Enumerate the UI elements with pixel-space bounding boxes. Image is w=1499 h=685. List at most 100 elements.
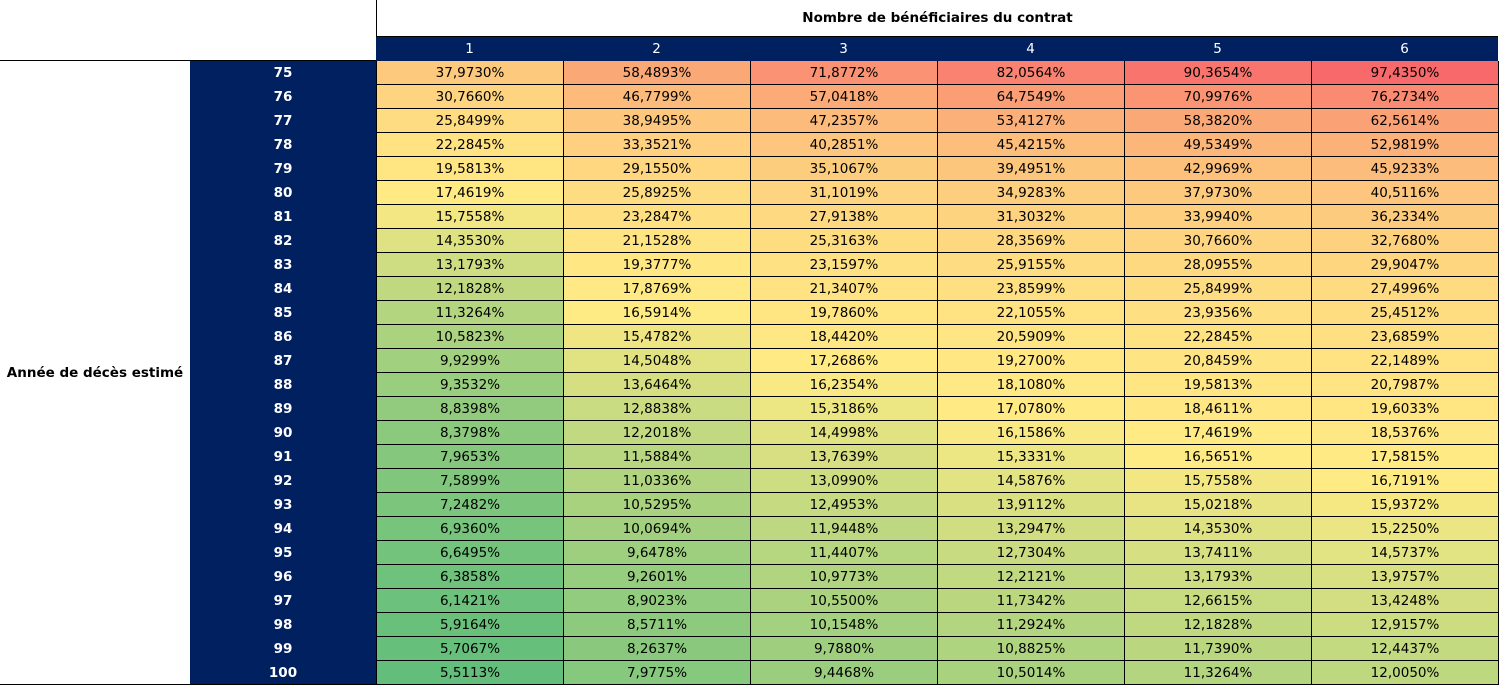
- table-cell[interactable]: 13,9112%: [937, 493, 1124, 517]
- table-cell[interactable]: 20,7987%: [1311, 373, 1498, 397]
- row-header[interactable]: 80: [273, 185, 293, 201]
- table-cell[interactable]: 19,6033%: [1311, 397, 1498, 421]
- table-cell[interactable]: 14,3530%: [1124, 517, 1311, 541]
- table-cell[interactable]: 16,5914%: [563, 301, 750, 325]
- table-cell[interactable]: 8,9023%: [563, 589, 750, 613]
- table-cell[interactable]: 14,5737%: [1311, 541, 1498, 565]
- table-cell[interactable]: 25,8499%: [376, 109, 563, 133]
- table-cell[interactable]: 6,6495%: [376, 541, 563, 565]
- table-cell[interactable]: 12,8838%: [563, 397, 750, 421]
- table-cell[interactable]: 12,7304%: [937, 541, 1124, 565]
- table-cell[interactable]: 47,2357%: [750, 109, 937, 133]
- table-cell[interactable]: 8,5711%: [563, 613, 750, 637]
- table-cell[interactable]: 46,7799%: [563, 85, 750, 109]
- table-cell[interactable]: 33,3521%: [563, 133, 750, 157]
- table-cell[interactable]: 12,4437%: [1311, 637, 1498, 661]
- table-cell[interactable]: 18,4611%: [1124, 397, 1311, 421]
- table-cell[interactable]: 13,7639%: [750, 445, 937, 469]
- table-cell[interactable]: 57,0418%: [750, 85, 937, 109]
- table-cell[interactable]: 35,1067%: [750, 157, 937, 181]
- table-cell[interactable]: 76,2734%: [1311, 85, 1498, 109]
- table-cell[interactable]: 15,7558%: [1124, 469, 1311, 493]
- row-header[interactable]: 88: [273, 377, 293, 393]
- row-header[interactable]: 99: [273, 641, 293, 657]
- table-cell[interactable]: 11,7390%: [1124, 637, 1311, 661]
- table-cell[interactable]: 36,2334%: [1311, 205, 1498, 229]
- table-cell[interactable]: 10,9773%: [750, 565, 937, 589]
- table-cell[interactable]: 97,4350%: [1311, 61, 1498, 85]
- table-cell[interactable]: 6,1421%: [376, 589, 563, 613]
- table-cell[interactable]: 18,5376%: [1311, 421, 1498, 445]
- table-cell[interactable]: 7,2482%: [376, 493, 563, 517]
- table-cell[interactable]: 38,9495%: [563, 109, 750, 133]
- table-cell[interactable]: 58,4893%: [563, 61, 750, 85]
- row-header[interactable]: 87: [273, 353, 293, 369]
- table-cell[interactable]: 15,3186%: [750, 397, 937, 421]
- table-cell[interactable]: 12,2121%: [937, 565, 1124, 589]
- table-cell[interactable]: 19,2700%: [937, 349, 1124, 373]
- table-cell[interactable]: 7,9653%: [376, 445, 563, 469]
- table-cell[interactable]: 11,7342%: [937, 589, 1124, 613]
- table-cell[interactable]: 9,7880%: [750, 637, 937, 661]
- row-header[interactable]: 95: [273, 545, 293, 561]
- row-header[interactable]: 81: [273, 209, 293, 225]
- row-header[interactable]: 89: [273, 401, 293, 417]
- table-cell[interactable]: 14,5048%: [563, 349, 750, 373]
- table-cell[interactable]: 28,0955%: [1124, 253, 1311, 277]
- table-cell[interactable]: 45,4215%: [937, 133, 1124, 157]
- table-cell[interactable]: 16,7191%: [1311, 469, 1498, 493]
- table-cell[interactable]: 23,1597%: [750, 253, 937, 277]
- table-cell[interactable]: 25,9155%: [937, 253, 1124, 277]
- table-cell[interactable]: 29,1550%: [563, 157, 750, 181]
- table-cell[interactable]: 13,0990%: [750, 469, 937, 493]
- row-header[interactable]: 76: [273, 89, 293, 105]
- table-cell[interactable]: 32,7680%: [1311, 229, 1498, 253]
- table-cell[interactable]: 13,1793%: [1124, 565, 1311, 589]
- table-cell[interactable]: 17,8769%: [563, 277, 750, 301]
- table-cell[interactable]: 12,6615%: [1124, 589, 1311, 613]
- table-cell[interactable]: 64,7549%: [937, 85, 1124, 109]
- table-cell[interactable]: 12,4953%: [750, 493, 937, 517]
- table-cell[interactable]: 30,7660%: [1124, 229, 1311, 253]
- table-cell[interactable]: 45,9233%: [1311, 157, 1498, 181]
- table-cell[interactable]: 16,2354%: [750, 373, 937, 397]
- table-cell[interactable]: 9,9299%: [376, 349, 563, 373]
- table-cell[interactable]: 25,8499%: [1124, 277, 1311, 301]
- table-cell[interactable]: 30,7660%: [376, 85, 563, 109]
- column-header[interactable]: 2: [652, 41, 661, 57]
- table-cell[interactable]: 10,5014%: [937, 661, 1124, 685]
- table-cell[interactable]: 11,4407%: [750, 541, 937, 565]
- column-header[interactable]: 1: [465, 41, 474, 57]
- table-cell[interactable]: 52,9819%: [1311, 133, 1498, 157]
- row-header[interactable]: 98: [273, 617, 293, 633]
- table-cell[interactable]: 9,3532%: [376, 373, 563, 397]
- table-cell[interactable]: 39,4951%: [937, 157, 1124, 181]
- table-cell[interactable]: 31,3032%: [937, 205, 1124, 229]
- table-cell[interactable]: 12,2018%: [563, 421, 750, 445]
- table-cell[interactable]: 17,0780%: [937, 397, 1124, 421]
- table-cell[interactable]: 14,5876%: [937, 469, 1124, 493]
- row-header[interactable]: 86: [273, 329, 293, 345]
- table-cell[interactable]: 22,2845%: [1124, 325, 1311, 349]
- table-cell[interactable]: 15,3331%: [937, 445, 1124, 469]
- column-header[interactable]: 4: [1026, 41, 1035, 57]
- table-cell[interactable]: 37,9730%: [1124, 181, 1311, 205]
- table-cell[interactable]: 22,2845%: [376, 133, 563, 157]
- table-cell[interactable]: 11,2924%: [937, 613, 1124, 637]
- table-cell[interactable]: 17,5815%: [1311, 445, 1498, 469]
- table-cell[interactable]: 23,6859%: [1311, 325, 1498, 349]
- table-cell[interactable]: 13,4248%: [1311, 589, 1498, 613]
- table-cell[interactable]: 14,4998%: [750, 421, 937, 445]
- table-cell[interactable]: 62,5614%: [1311, 109, 1498, 133]
- table-cell[interactable]: 27,9138%: [750, 205, 937, 229]
- row-header[interactable]: 91: [273, 449, 293, 465]
- column-header[interactable]: 5: [1213, 41, 1222, 57]
- table-cell[interactable]: 20,5909%: [937, 325, 1124, 349]
- table-cell[interactable]: 18,4420%: [750, 325, 937, 349]
- row-header[interactable]: 79: [273, 161, 293, 177]
- table-cell[interactable]: 12,1828%: [1124, 613, 1311, 637]
- table-cell[interactable]: 10,5500%: [750, 589, 937, 613]
- table-cell[interactable]: 16,1586%: [937, 421, 1124, 445]
- table-cell[interactable]: 23,2847%: [563, 205, 750, 229]
- table-cell[interactable]: 21,1528%: [563, 229, 750, 253]
